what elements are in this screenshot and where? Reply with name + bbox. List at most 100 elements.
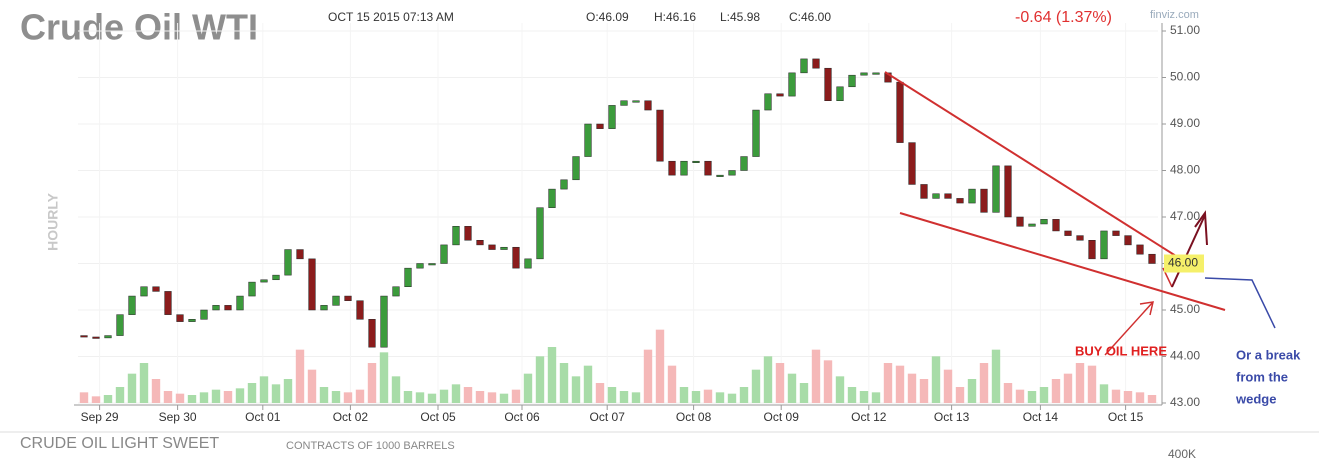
candle-body	[296, 249, 304, 260]
volume-bar	[439, 389, 449, 403]
candle-body	[260, 279, 268, 283]
volume-bar	[271, 384, 281, 403]
candle-body	[512, 246, 520, 269]
volume-bar	[559, 363, 569, 403]
volume-bar	[1135, 392, 1145, 403]
candle-body	[500, 246, 508, 250]
note-line: Or a break	[1236, 347, 1301, 362]
candle-body	[572, 156, 580, 181]
candle-body	[848, 74, 856, 88]
candle-body	[620, 100, 628, 106]
volume-bar	[883, 363, 893, 403]
volume-bar	[223, 391, 233, 403]
y-tick-label: 47.00	[1170, 209, 1200, 223]
volume-bar	[403, 391, 413, 403]
candle-body	[704, 160, 712, 176]
candle-body	[140, 286, 148, 297]
candle-body	[1040, 219, 1048, 225]
volume-bar	[235, 388, 245, 403]
y-tick-label: 51.00	[1170, 23, 1200, 37]
volume-bar	[535, 356, 545, 403]
volume-bar	[967, 379, 977, 403]
volume-bar	[667, 365, 677, 403]
volume-bar	[511, 389, 521, 403]
candle-body	[164, 291, 172, 315]
candle-body	[740, 156, 748, 171]
candle-body	[272, 274, 280, 281]
volume-axis-label: 400K	[1168, 447, 1196, 461]
candle-body	[824, 67, 832, 101]
candle-body	[1148, 253, 1156, 264]
candle-body	[896, 81, 904, 143]
candle-body	[80, 335, 88, 338]
candle-body	[104, 335, 112, 339]
volume-bar	[679, 387, 689, 403]
x-tick-label: Oct 13	[934, 410, 970, 424]
footer-title: CRUDE OIL LIGHT SWEET	[20, 435, 219, 452]
volume-bar	[823, 360, 833, 403]
candle-body	[212, 305, 220, 311]
volume-bar	[127, 373, 137, 403]
candle-body	[836, 86, 844, 102]
volume-bar	[307, 369, 317, 403]
y-tick-label: 44.00	[1170, 349, 1200, 363]
volume-bar	[979, 363, 989, 403]
volume-bar	[715, 392, 725, 403]
volume-bar	[739, 387, 749, 403]
volume-bar	[571, 376, 581, 403]
volume-bar	[655, 329, 665, 403]
candle-body	[584, 123, 592, 157]
volume-bar	[859, 391, 869, 403]
volume-bar	[499, 393, 509, 403]
volume-bar	[1027, 391, 1037, 403]
breakout-arrowhead	[1194, 210, 1208, 246]
candle-body	[92, 336, 100, 339]
volume-bar	[1063, 373, 1073, 403]
volume-bar	[727, 393, 737, 403]
candle-body	[1124, 235, 1132, 246]
volume-bar	[847, 387, 857, 403]
volume-bar	[1099, 384, 1109, 403]
volume-bar	[115, 387, 125, 403]
volume-bar	[139, 363, 149, 403]
volume-bar	[331, 391, 341, 403]
volume-bar	[187, 395, 197, 403]
volume-bar	[991, 349, 1001, 403]
wedge-upper	[884, 71, 1196, 269]
volume-bar	[799, 383, 809, 403]
volume-bar	[583, 365, 593, 403]
candle-body	[992, 165, 1000, 213]
candle-body	[716, 174, 724, 177]
volume-bar	[295, 349, 305, 403]
candle-body	[236, 295, 244, 311]
y-tick-label: 45.00	[1170, 302, 1200, 316]
candle-body	[1076, 235, 1084, 241]
candle-body	[1088, 240, 1096, 260]
candle-body	[452, 226, 460, 246]
candle-body	[1052, 219, 1060, 232]
y-tick-label: 49.00	[1170, 116, 1200, 130]
candle-body	[188, 319, 196, 322]
candle-body	[536, 207, 544, 260]
x-tick-label: Sep 29	[81, 410, 119, 424]
volume-bar	[523, 373, 533, 403]
y-tick-label: 48.00	[1170, 163, 1200, 177]
volume-bar	[955, 387, 965, 403]
candle-body	[944, 193, 952, 199]
change: -0.64 (1.37%)	[1015, 9, 1112, 26]
volume-bar	[1051, 379, 1061, 403]
candle-body	[356, 300, 364, 320]
volume-bar	[283, 379, 293, 403]
note-line: wedge	[1235, 391, 1276, 406]
volume-bar	[907, 373, 917, 403]
x-tick-label: Oct 01	[245, 410, 281, 424]
volume-bar	[547, 347, 557, 403]
footer-subtitle: CONTRACTS OF 1000 BARRELS	[286, 440, 455, 452]
volume-bar	[79, 392, 89, 403]
volume-bar	[91, 396, 101, 403]
source: finviz.com	[1150, 9, 1199, 21]
candle-body	[932, 193, 940, 199]
ohlc-low: L:45.98	[720, 10, 760, 24]
volume-bar	[895, 365, 905, 403]
